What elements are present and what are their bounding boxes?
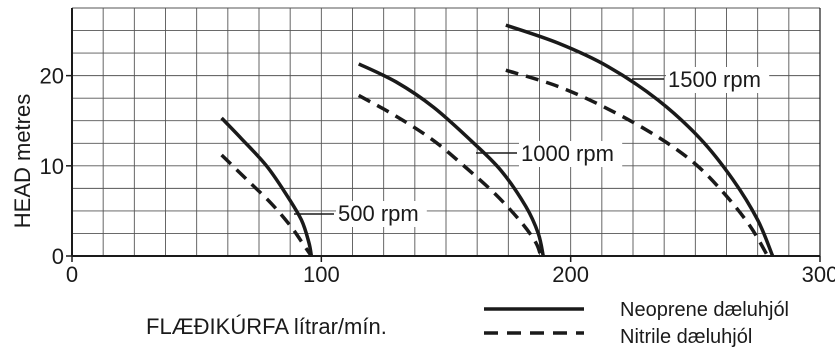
y-tick-label: 0 [52, 244, 64, 269]
curve-500-rpm-nitrile [220, 153, 313, 257]
x-tick-label: 0 [66, 262, 78, 287]
annotation-bg-1000-rpm [519, 141, 623, 167]
curve-1000-rpm-neoprene [357, 62, 545, 257]
x-tick-label: 100 [303, 262, 340, 287]
curve-1000-rpm-nitrile [357, 93, 543, 257]
curve-1500-rpm-nitrile [505, 68, 770, 257]
curve-500-rpm-neoprene [220, 116, 314, 257]
rpm-annotations: 500 rpm 1000 rpm 1500 rpm [294, 67, 770, 227]
x-tick-label: 300 [802, 262, 835, 287]
y-tick-labels: 0 10 20 [40, 64, 72, 269]
y-axis-label: HEAD metres [10, 94, 35, 228]
grid [72, 7, 820, 256]
axes [71, 8, 821, 257]
y-tick-label: 10 [40, 154, 64, 179]
x-tick-label: 200 [552, 262, 589, 287]
legend: Neoprene dæluhjól Nitrile dæluhjól [484, 299, 789, 348]
x-axis-label: FLÆÐIKÚRFA lítrar/mín. [146, 314, 387, 339]
curve-1500-rpm-neoprene [505, 23, 775, 257]
curves [220, 23, 775, 257]
legend-neoprene-label: Neoprene dæluhjól [620, 299, 789, 321]
annotation-label-1000-rpm: 1000 rpm [521, 141, 614, 166]
y-tick-label: 20 [40, 64, 64, 89]
annotation-bg-1500-rpm [666, 67, 770, 93]
annotation-label-1500-rpm: 1500 rpm [668, 67, 761, 92]
legend-nitrile-label: Nitrile dæluhjól [620, 326, 752, 348]
x-tick-labels: 0 100 200 300 [66, 256, 835, 287]
annotation-label-500-rpm: 500 rpm [338, 201, 419, 226]
annotation-bg-500-rpm [336, 201, 427, 227]
